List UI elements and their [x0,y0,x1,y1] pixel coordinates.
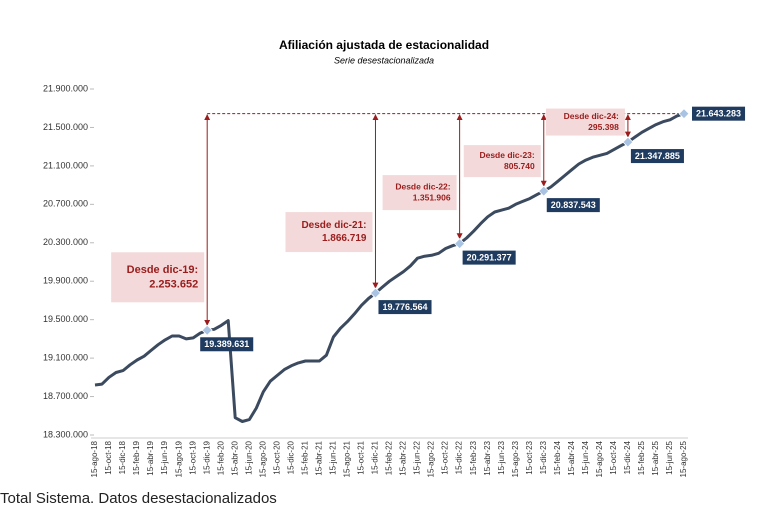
point-label-box [462,250,516,265]
x-tick-label: 15-oct-20 [272,440,281,474]
annotation-value: 295.398 [588,122,619,132]
annotation-value: 805.740 [504,161,535,171]
point-label: 19.776.564 [382,302,427,312]
x-tick-label: 15-feb-21 [300,440,309,475]
x-tick-label: 15-feb-25 [637,440,646,475]
x-tick-label: 15-jun-24 [581,440,590,474]
annotation-box [545,108,625,136]
chart-subtitle: Serie desestacionalizada [334,55,434,65]
point-label-box [630,149,684,164]
point-label-box [378,300,432,315]
x-tick-label: 15-ago-20 [258,440,267,477]
x-tick-label: 15-abr-20 [230,440,239,475]
x-tick-label: 15-dic-22 [455,440,464,474]
x-tick-label: 15-oct-21 [357,440,366,474]
annotation-text: Desde dic-24: [564,111,619,121]
x-tick-label: 15-oct-22 [441,440,450,474]
x-tick-label: 15-jun-23 [497,440,506,474]
x-tick-label: 15-ago-21 [343,440,352,477]
y-tick-label: 19.100.000 [43,352,88,362]
point-label: 19.389.631 [204,339,249,349]
x-tick-label: 15-dic-24 [623,440,632,474]
y-tick-label: 20.300.000 [43,237,88,247]
x-tick-label: 15-jun-22 [413,440,422,474]
annotation-box [285,212,373,253]
point-marker [201,324,213,336]
y-tick-label: 21.100.000 [43,160,88,170]
annotation-text: Desde dic-19: [127,264,199,276]
x-tick-label: 15-abr-24 [567,440,576,475]
y-tick-label: 18.300.000 [43,429,88,439]
x-tick-label: 15-jun-21 [329,440,338,474]
y-tick-label: 19.500.000 [43,314,88,324]
x-tick-label: 15-oct-23 [525,440,534,474]
x-tick-label: 15-abr-25 [651,440,660,475]
annotation-text: Desde dic-21: [301,220,366,231]
footer: Total Sistema. Datos desestacionalizados [0,490,277,507]
y-tick-label: 19.900.000 [43,276,88,286]
y-tick-label: 21.900.000 [43,83,88,93]
point-label-box [546,198,600,213]
y-tick-label: 21.500.000 [43,122,88,132]
chart-title: Afiliación ajustada de estacionalidad [279,38,489,52]
x-tick-label: 15-feb-20 [216,440,225,475]
point-label: 21.347.885 [635,151,680,161]
x-tick-label: 15-dic-21 [371,440,380,474]
point-marker [538,185,550,197]
series-line [94,112,685,423]
x-tick-label: 15-ago-25 [679,440,688,477]
point-label: 21.643.283 [696,109,741,119]
point-marker [622,136,634,148]
x-tick-label: 15-ago-19 [174,440,183,477]
point-label: 20.837.543 [551,200,596,210]
x-tick-label: 15-feb-23 [469,440,478,475]
x-tick-label: 15-feb-22 [385,440,394,475]
x-tick-label: 15-oct-24 [609,440,618,474]
x-tick-label: 15-abr-22 [399,440,408,475]
x-tick-label: 15-feb-19 [132,440,141,475]
annotation-value: 1.866.719 [322,233,367,244]
annotation-value: 2.253.652 [149,278,198,290]
y-tick-label: 20.700.000 [43,199,88,209]
annotation-box [111,252,205,303]
x-tick-label: 15-ago-23 [511,440,520,477]
x-tick-label: 15-jun-25 [665,440,674,474]
point-label-box [692,106,746,121]
x-tick-label: 15-dic-20 [286,440,295,474]
point-label-box [200,337,254,352]
x-tick-label: 15-feb-24 [553,440,562,475]
x-tick-label: 15-abr-21 [314,440,323,475]
x-tick-label: 15-jun-20 [244,440,253,474]
annotation-text: Desde dic-23: [479,150,534,160]
x-tick-label: 15-ago-18 [90,440,99,477]
x-tick-label: 15-dic-23 [539,440,548,474]
x-tick-label: 15-abr-23 [483,440,492,475]
y-tick-label: 18.700.000 [43,391,88,401]
x-tick-label: 15-oct-18 [104,440,113,474]
annotation-text: Desde dic-22: [395,181,450,191]
x-tick-label: 15-ago-24 [595,440,604,477]
annotation-box [463,145,541,178]
x-tick-label: 15-jun-19 [160,440,169,474]
annotation-value: 1.351.906 [413,192,451,202]
x-tick-label: 15-oct-19 [188,440,197,474]
point-marker [678,108,690,120]
point-marker [454,238,466,250]
x-tick-label: 15-abr-19 [146,440,155,475]
point-label: 20.291.377 [467,252,512,262]
annotation-box [382,175,457,211]
x-tick-label: 15-dic-18 [118,440,127,474]
x-tick-label: 15-dic-19 [202,440,211,474]
point-marker [369,287,382,299]
x-tick-label: 15-ago-22 [427,440,436,477]
